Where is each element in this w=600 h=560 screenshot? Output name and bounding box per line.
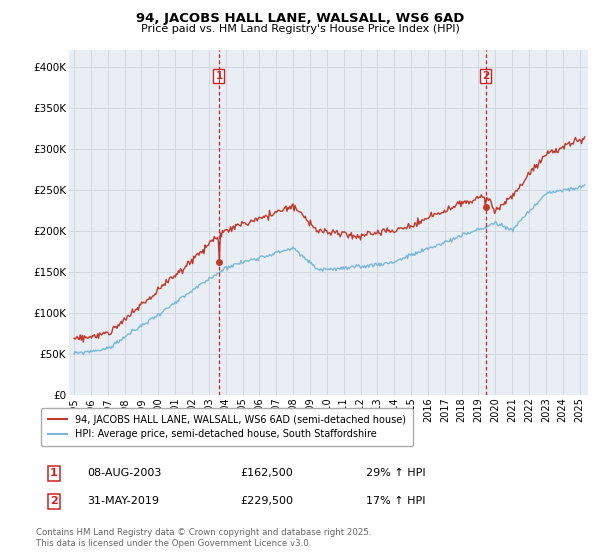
Text: 29% ↑ HPI: 29% ↑ HPI <box>366 468 425 478</box>
Text: 31-MAY-2019: 31-MAY-2019 <box>87 496 159 506</box>
Text: 2: 2 <box>50 496 58 506</box>
Text: Contains HM Land Registry data © Crown copyright and database right 2025.
This d: Contains HM Land Registry data © Crown c… <box>36 528 371 548</box>
Text: 94, JACOBS HALL LANE, WALSALL, WS6 6AD: 94, JACOBS HALL LANE, WALSALL, WS6 6AD <box>136 12 464 25</box>
Text: £162,500: £162,500 <box>240 468 293 478</box>
Text: 17% ↑ HPI: 17% ↑ HPI <box>366 496 425 506</box>
Text: 1: 1 <box>215 71 223 81</box>
Text: £229,500: £229,500 <box>240 496 293 506</box>
Text: 1: 1 <box>50 468 58 478</box>
Text: 2: 2 <box>482 71 489 81</box>
Text: 08-AUG-2003: 08-AUG-2003 <box>87 468 161 478</box>
Legend: 94, JACOBS HALL LANE, WALSALL, WS6 6AD (semi-detached house), HPI: Average price: 94, JACOBS HALL LANE, WALSALL, WS6 6AD (… <box>41 408 413 446</box>
Text: Price paid vs. HM Land Registry's House Price Index (HPI): Price paid vs. HM Land Registry's House … <box>140 24 460 34</box>
